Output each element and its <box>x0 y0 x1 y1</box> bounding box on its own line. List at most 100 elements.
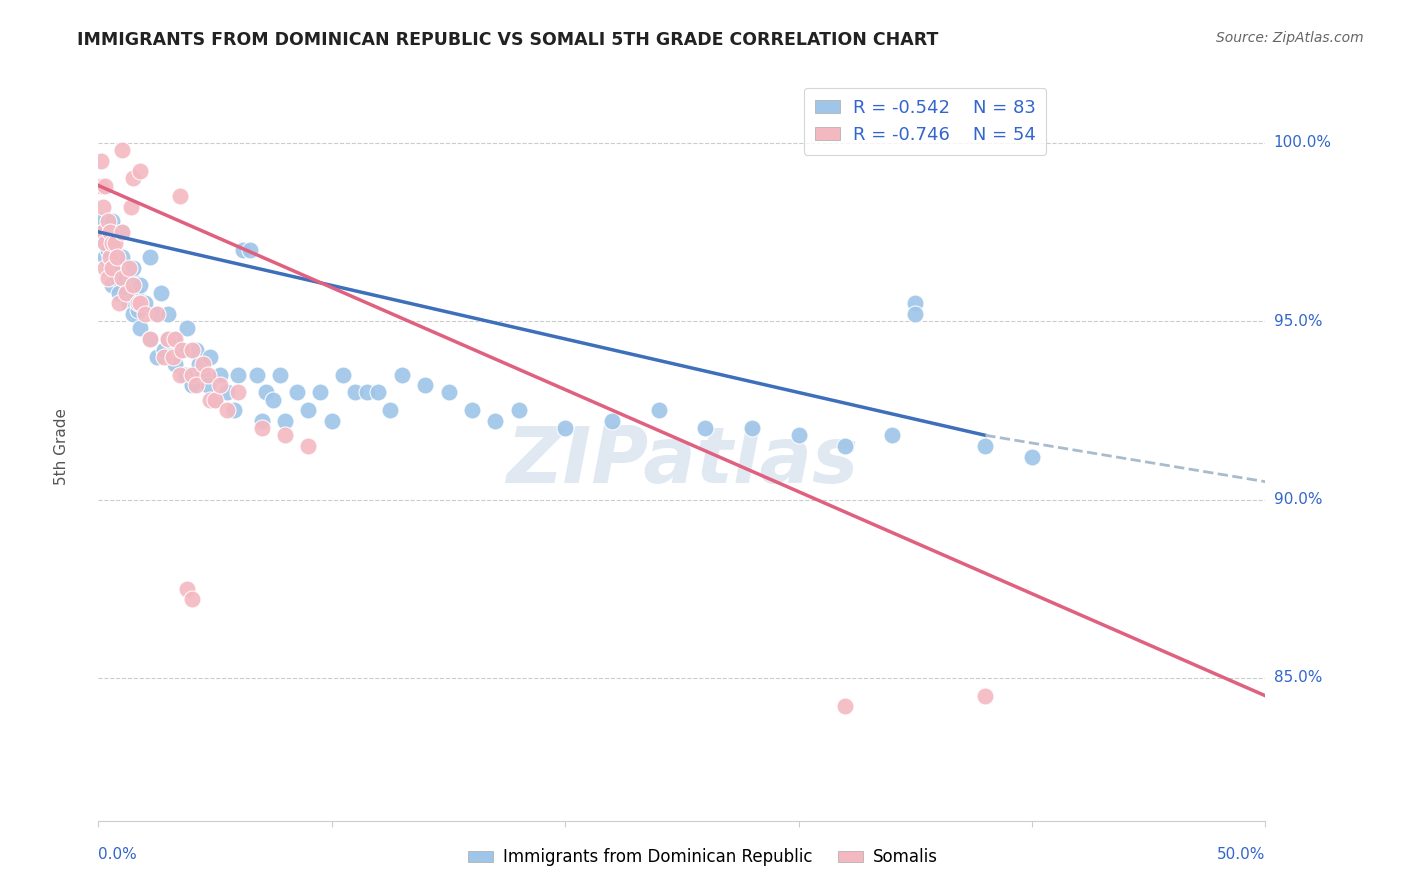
Point <box>104 235 127 250</box>
Point <box>180 592 202 607</box>
Point <box>285 385 308 400</box>
Point <box>94 235 117 250</box>
Text: 0.0%: 0.0% <box>98 847 138 862</box>
Point <box>91 225 114 239</box>
Point <box>152 350 174 364</box>
Point <box>204 392 226 407</box>
Point <box>974 689 997 703</box>
Point <box>101 278 124 293</box>
Point <box>162 350 184 364</box>
Point <box>129 296 152 310</box>
Point <box>152 343 174 357</box>
Text: 90.0%: 90.0% <box>1274 492 1322 507</box>
Point <box>228 385 250 400</box>
Point <box>122 260 145 275</box>
Point <box>139 332 162 346</box>
Point <box>122 278 145 293</box>
Point <box>146 350 169 364</box>
Point <box>94 178 117 193</box>
Point <box>118 296 141 310</box>
Point <box>146 307 169 321</box>
Point <box>94 250 117 264</box>
Point <box>904 307 927 321</box>
Point <box>246 368 269 382</box>
Point <box>134 296 156 310</box>
Point <box>1021 450 1043 464</box>
Point <box>157 332 180 346</box>
Point <box>104 260 127 275</box>
Point <box>222 403 245 417</box>
Point <box>111 250 134 264</box>
Point <box>111 271 134 285</box>
Point <box>974 439 997 453</box>
Point <box>356 385 378 400</box>
Point <box>200 350 222 364</box>
Point <box>97 271 120 285</box>
Point <box>193 368 215 382</box>
Point <box>98 260 121 275</box>
Point <box>332 368 354 382</box>
Point <box>146 307 169 321</box>
Text: 95.0%: 95.0% <box>1274 314 1322 328</box>
Point <box>367 385 389 400</box>
Point <box>215 385 238 400</box>
Point <box>111 225 134 239</box>
Point <box>120 271 142 285</box>
Point <box>204 392 226 407</box>
Point <box>127 296 149 310</box>
Point <box>834 699 856 714</box>
Point <box>262 392 284 407</box>
Point <box>111 225 134 239</box>
Point <box>180 343 202 357</box>
Point <box>139 250 162 264</box>
Point <box>165 332 187 346</box>
Point <box>169 189 191 203</box>
Point <box>129 278 152 293</box>
Point <box>187 357 209 371</box>
Text: 5th Grade: 5th Grade <box>53 408 69 484</box>
Point <box>250 414 273 428</box>
Point <box>741 421 763 435</box>
Point <box>172 343 194 357</box>
Legend: R = -0.542    N = 83, R = -0.746    N = 54: R = -0.542 N = 83, R = -0.746 N = 54 <box>804 88 1046 154</box>
Point <box>105 271 128 285</box>
Text: 85.0%: 85.0% <box>1274 671 1322 685</box>
Point <box>269 368 291 382</box>
Point <box>239 243 262 257</box>
Point <box>186 378 208 392</box>
Point <box>115 285 138 300</box>
Point <box>321 414 343 428</box>
Point <box>297 403 319 417</box>
Point <box>197 378 219 392</box>
Point <box>111 143 134 157</box>
Point <box>94 260 117 275</box>
Point <box>120 200 142 214</box>
Point <box>115 271 138 285</box>
Point <box>101 235 124 250</box>
Point <box>157 307 180 321</box>
Point <box>108 296 131 310</box>
Point <box>344 385 367 400</box>
Point <box>437 385 460 400</box>
Point <box>165 357 187 371</box>
Point <box>309 385 332 400</box>
Point <box>647 403 669 417</box>
Point <box>215 403 238 417</box>
Point <box>97 243 120 257</box>
Text: IMMIGRANTS FROM DOMINICAN REPUBLIC VS SOMALI 5TH GRADE CORRELATION CHART: IMMIGRANTS FROM DOMINICAN REPUBLIC VS SO… <box>77 31 939 49</box>
Point <box>484 414 506 428</box>
Point <box>380 403 402 417</box>
Point <box>600 414 623 428</box>
Point <box>256 385 278 400</box>
Point <box>129 321 152 335</box>
Point <box>904 296 927 310</box>
Point <box>90 178 112 193</box>
Point <box>162 332 184 346</box>
Point <box>101 260 124 275</box>
Point <box>695 421 717 435</box>
Point <box>98 228 121 243</box>
Point <box>880 428 903 442</box>
Point <box>139 332 162 346</box>
Point <box>232 243 254 257</box>
Point <box>554 421 576 435</box>
